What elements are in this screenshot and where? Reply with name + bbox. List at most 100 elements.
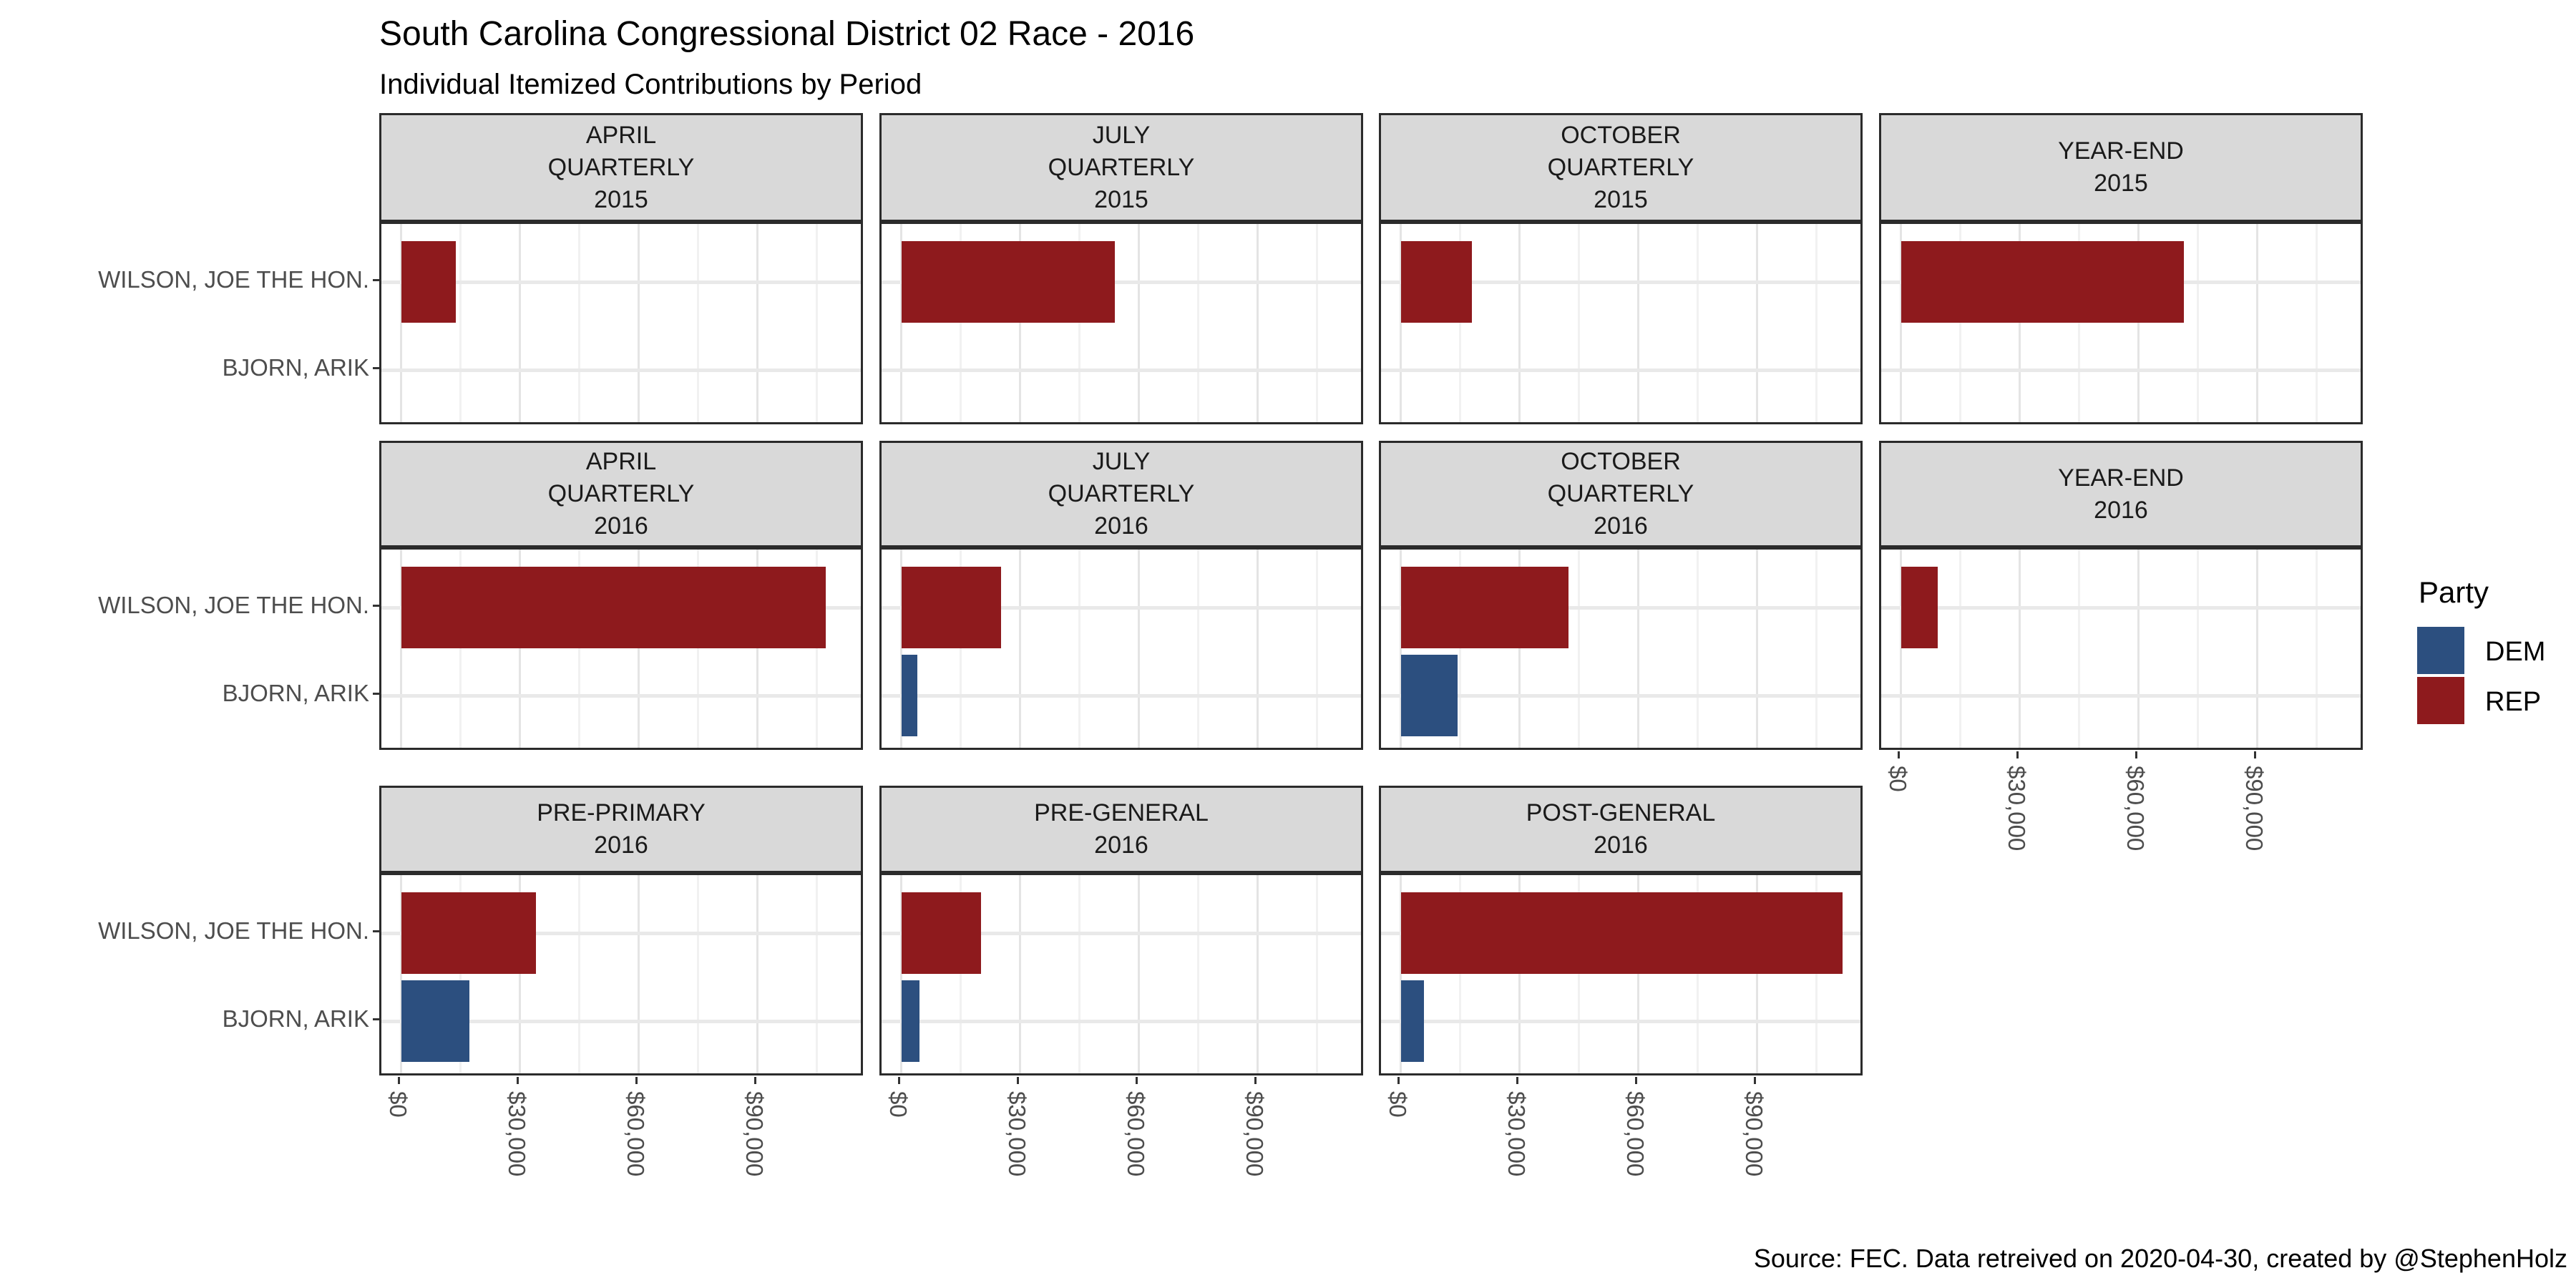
facet-strip: YEAR-END 2016 [1879,441,2363,547]
gridline-vertical-minor [1316,550,1318,748]
gridline-vertical-minor [459,875,462,1073]
facet-strip-label: QUARTERLY [547,480,695,507]
x-axis-label: $60,000 [2122,766,2149,852]
gridline-vertical-minor [960,875,962,1073]
gridline-vertical-major [1257,224,1259,422]
gridline-vertical-major [519,875,521,1073]
gridline-vertical-minor [1078,224,1080,422]
facet-strip-label: JULY [1092,448,1151,475]
gridline-vertical-minor [1316,224,1318,422]
gridline-horizontal [1381,280,1860,284]
gridline-vertical-minor [1697,875,1699,1073]
gridline-vertical-major [1900,550,1902,748]
gridline-vertical-minor [960,224,962,422]
chart-title: South Carolina Congressional District 02… [379,15,1195,53]
facet-strip-label: OCTOBER [1561,448,1681,475]
gridline-vertical-major [400,550,402,748]
y-axis-tick [373,366,379,369]
y-axis-label: BJORN, ARIK [222,1005,369,1032]
x-axis-label: $0 [884,1091,912,1118]
gridline-vertical-major [2256,224,2258,422]
gridline-vertical-minor [1815,224,1818,422]
facet-panel-area [381,550,861,748]
x-axis-tick [2135,751,2137,758]
facet-panel-area [882,550,1361,748]
legend-label-dem: DEM [2485,637,2546,667]
gridline-horizontal [381,280,861,284]
gridline-horizontal [882,1019,1361,1023]
gridline-vertical-major [1019,224,1021,422]
source-caption: Source: FEC. Data retreived on 2020-04-3… [1753,1244,2567,1273]
x-axis-tick [1635,1077,1637,1084]
gridline-vertical-major [1400,875,1402,1073]
facet-strip: YEAR-END 2015 [1879,113,2363,222]
gridline-vertical-minor [2078,550,2080,748]
x-axis-tick [1898,751,1900,758]
facet-strip: JULY QUARTERLY 2016 [879,441,1363,547]
x-axis-label: $60,000 [1621,1091,1649,1177]
gridline-vertical-major [1518,875,1521,1073]
y-axis-label: WILSON, JOE THE HON. [98,917,369,944]
gridline-vertical-major [1900,224,1902,422]
facet-panel [379,222,863,424]
gridline-vertical-major [756,550,758,748]
facet-strip-label: 2015 [1594,185,1648,213]
bar-rep [1901,567,1938,648]
facet-panel [1379,873,1863,1075]
bar-rep [1400,567,1568,648]
gridline-vertical-minor [1815,875,1818,1073]
gridline-vertical-major [2019,224,2021,422]
x-axis-tick [2254,751,2256,758]
gridline-horizontal [1381,693,1860,698]
gridline-vertical-major [400,875,402,1073]
x-axis-tick [1254,1077,1257,1084]
gridline-vertical-major [519,550,521,748]
gridline-vertical-major [756,224,758,422]
y-axis-tick [373,1018,379,1020]
gridline-vertical-major [1637,875,1639,1073]
facet-panel [1879,547,2363,750]
facet-strip: POST-GENERAL 2016 [1379,786,1863,873]
gridline-vertical-minor [697,550,699,748]
gridline-vertical-minor [1316,875,1318,1073]
x-axis-label: $30,000 [2003,766,2030,852]
gridline-horizontal [882,931,1361,935]
facet-strip-label: POST-GENERAL [1526,799,1716,826]
facet-strip: JULY QUARTERLY 2015 [879,113,1363,222]
facet-panel-area [381,224,861,422]
gridline-vertical-minor [1815,550,1818,748]
facet-strip-label: OCTOBER [1561,121,1681,149]
gridline-vertical-major [1400,224,1402,422]
facet-strip-label: 2016 [1594,512,1648,540]
gridline-vertical-minor [1578,224,1580,422]
gridline-vertical-minor [1697,224,1699,422]
gridline-vertical-minor [1197,550,1199,748]
facet-panel-area [1881,550,2361,748]
gridline-vertical-minor [2316,224,2318,422]
facet-strip: PRE-GENERAL 2016 [879,786,1363,873]
gridline-horizontal [882,605,1361,610]
y-axis-tick [373,604,379,607]
gridline-vertical-major [2019,550,2021,748]
gridline-vertical-major [638,875,640,1073]
x-axis-tick [898,1077,900,1084]
gridline-vertical-major [1756,550,1758,748]
gridline-vertical-minor [816,550,818,748]
gridline-vertical-minor [1578,550,1580,748]
facet-strip-label: 2015 [2094,170,2148,197]
facet-strip-label: QUARTERLY [1048,153,1195,181]
gridline-vertical-minor [1697,550,1699,748]
bar-dem [401,980,469,1062]
gridline-vertical-minor [2197,224,2199,422]
gridline-vertical-major [1756,875,1758,1073]
gridline-vertical-major [900,550,902,748]
facet-panel [1379,547,1863,750]
facet-strip: PRE-PRIMARY 2016 [379,786,863,873]
x-axis-tick [1017,1077,1019,1084]
gridline-vertical-minor [1459,224,1461,422]
bar-rep [901,892,981,974]
facet-panel-area [1881,224,2361,422]
bar-rep [401,892,536,974]
x-axis-tick [754,1077,756,1084]
facet-strip-label: QUARTERLY [1048,480,1195,507]
